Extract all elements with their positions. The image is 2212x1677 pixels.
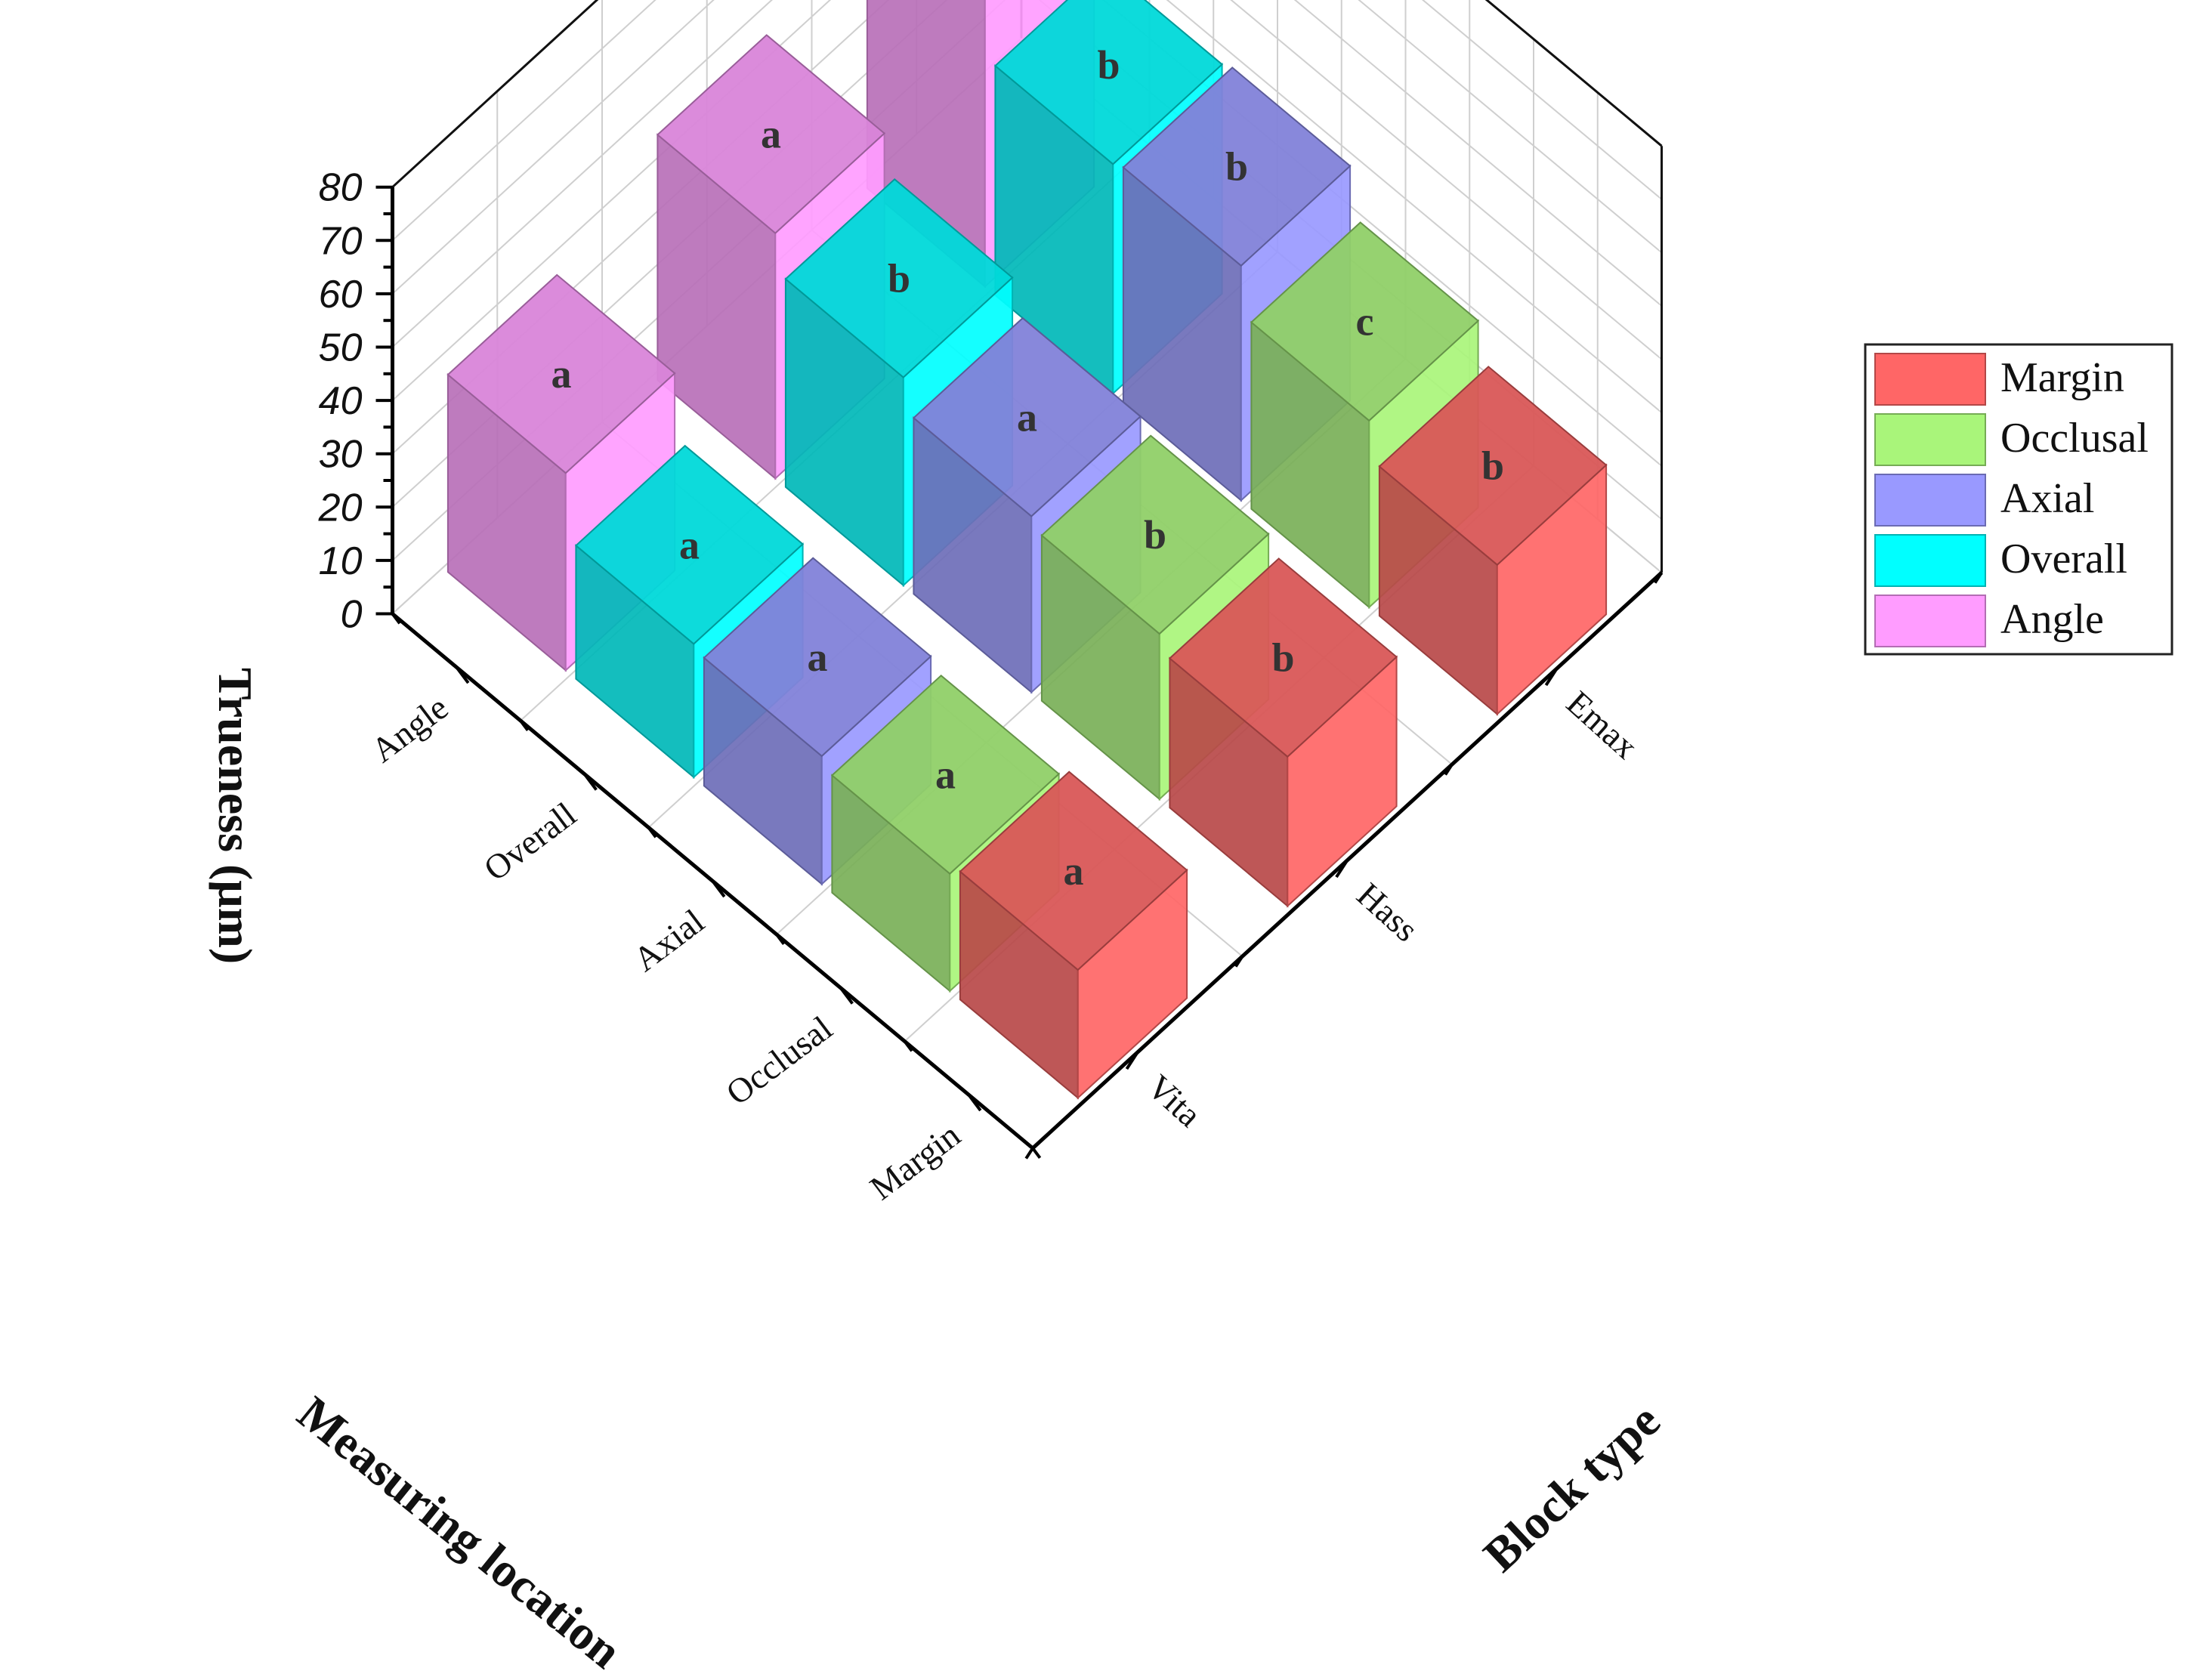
bar-top-face (959, 771, 1188, 971)
bar: a (446, 273, 676, 672)
x-tick (711, 880, 726, 898)
legend-swatch (1874, 534, 1986, 587)
bar-top-face (830, 674, 1061, 875)
legend: Margin Occlusal Axial Overall Angle (1864, 343, 2173, 656)
z-tick-label: 10 (319, 539, 363, 583)
y-tick (1654, 571, 1664, 584)
bar: b (1378, 366, 1608, 716)
x-tick (775, 933, 786, 946)
x-tick-label: Overall (477, 795, 583, 888)
x-tick (967, 1094, 982, 1112)
bar-significance-label: b (888, 255, 910, 301)
z-tick-label: 50 (319, 326, 363, 370)
x-tick (1031, 1147, 1042, 1160)
x-tick (903, 1040, 913, 1052)
x-tick (839, 987, 854, 1005)
bar-significance-label: a (935, 752, 956, 797)
bar: a (959, 771, 1188, 1100)
bar-top-face (703, 557, 932, 758)
bar-significance-label: b (1097, 42, 1120, 88)
legend-label: Axial (2000, 475, 2094, 522)
y-tick-label: Emax (1559, 684, 1645, 767)
y-tick (1335, 859, 1349, 879)
x-axis-title: Measuring location (288, 1386, 632, 1677)
bar-top-face (1122, 66, 1352, 267)
frame-edge (391, 0, 599, 188)
z-tick-label: 80 (319, 166, 363, 210)
bar-top-face (784, 178, 1014, 378)
z-tick-label: 30 (319, 433, 363, 477)
bar-top-face (446, 273, 676, 474)
y-tick (1125, 1051, 1139, 1070)
grid-line (391, 0, 1663, 455)
legend-label: Overall (2000, 536, 2127, 582)
bar-top-face (574, 444, 805, 645)
bar-significance-label: a (808, 635, 828, 680)
legend-label: Margin (2000, 354, 2124, 401)
bar-significance-label: a (551, 351, 572, 397)
z-tick-label: 60 (319, 273, 363, 317)
y-axis-title: Block type (1473, 1393, 1670, 1582)
bar-significance-label: a (1064, 848, 1084, 894)
x-tick (647, 826, 657, 838)
bar-significance-label: a (761, 111, 781, 156)
x-tick (455, 666, 470, 684)
y-tick (1234, 955, 1244, 968)
z-tick-label: 40 (319, 379, 363, 423)
bar-significance-label: c (1356, 299, 1374, 344)
grid-line (391, 0, 1663, 348)
bar-significance-label: b (1144, 512, 1166, 557)
legend-swatch (1874, 353, 1986, 406)
legend-label: Angle (2000, 596, 2104, 643)
legend-swatch (1874, 474, 1986, 527)
z-tick-label: 70 (319, 219, 363, 263)
y-tick-label: Hass (1350, 876, 1426, 950)
y-tick (1544, 667, 1559, 687)
bars-layer: bbabbacaabbabaa (446, 0, 1608, 1100)
bar-top-face (1040, 434, 1270, 635)
z-tick-label: 20 (318, 486, 363, 530)
x-tick-label: Occlusal (719, 1008, 839, 1113)
bar-significance-label: a (1017, 394, 1037, 440)
bar-top-face (656, 34, 886, 234)
grid-line (391, 0, 1663, 401)
x-tick-label: Margin (863, 1116, 967, 1208)
legend-swatch (1874, 413, 1986, 466)
grid-line (391, 0, 1663, 242)
y-tick-label: Vita (1140, 1067, 1209, 1135)
x-tick (391, 613, 401, 625)
bar-significance-label: b (1225, 144, 1248, 190)
bar-significance-label: b (1481, 443, 1504, 489)
x-tick (519, 719, 530, 731)
x-tick (583, 773, 598, 791)
frame-edge (1484, 0, 1663, 147)
z-tick-label: 0 (341, 593, 363, 637)
x-tick-label: Axial (626, 902, 711, 979)
bar-top-face (993, 0, 1224, 165)
legend-swatch (1874, 595, 1986, 647)
bar-top-face (912, 317, 1142, 517)
bar-significance-label: a (679, 522, 700, 567)
x-tick-label: Angle (364, 688, 455, 770)
y-tick (1444, 763, 1454, 776)
axes-layer (375, 0, 1664, 1160)
bar-significance-label: b (1271, 635, 1294, 681)
legend-label: Occlusal (2000, 415, 2149, 462)
bar-top-face (1168, 557, 1398, 758)
grid-line (391, 0, 1663, 295)
z-axis-title: Trueness (μm) (209, 668, 262, 964)
bar: b (1168, 557, 1398, 908)
bar-top-face (1378, 366, 1608, 567)
bar-top-face (1250, 221, 1480, 422)
y-tick (1024, 1147, 1034, 1160)
